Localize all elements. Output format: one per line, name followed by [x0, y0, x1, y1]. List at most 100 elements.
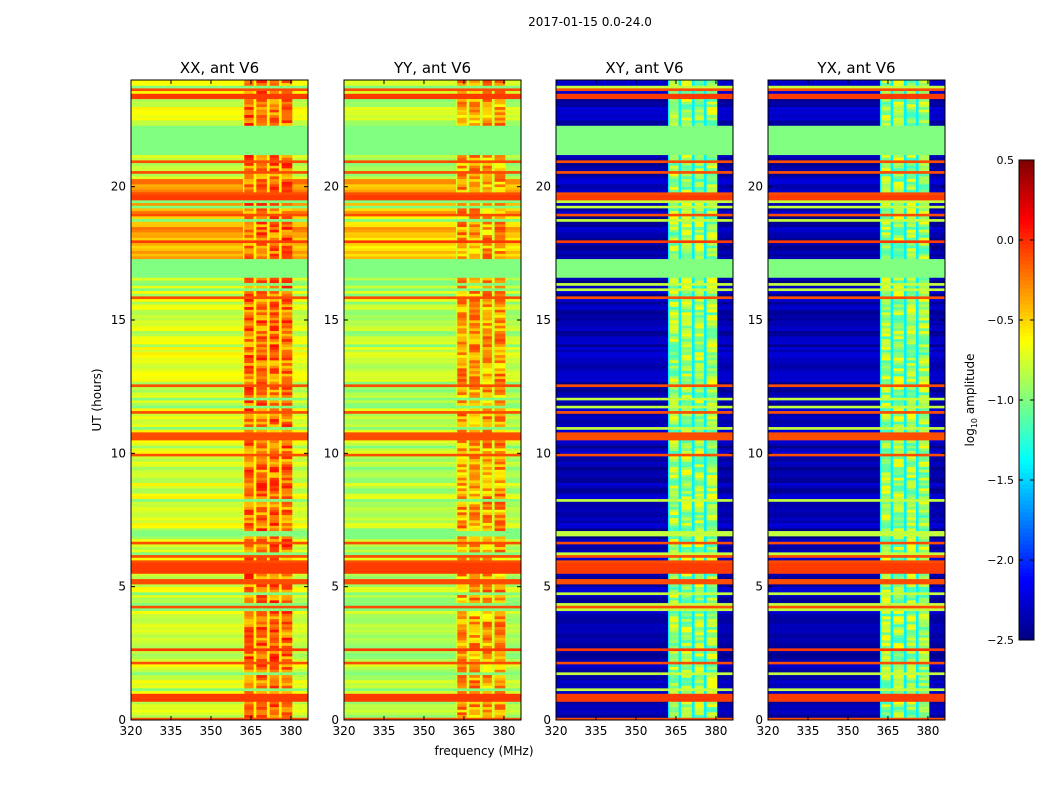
- heatmap-cell: [668, 309, 670, 313]
- heatmap-cell: [669, 325, 679, 329]
- heatmap-cell: [668, 477, 670, 481]
- heatmap-cell: [344, 253, 457, 257]
- heatmap-cell: [456, 621, 458, 625]
- heatmap-cell: [244, 621, 254, 625]
- heatmap-cell: [292, 586, 309, 590]
- heatmap-cell: [717, 442, 734, 446]
- heatmap-cell: [281, 442, 293, 446]
- heatmap-cell: [706, 517, 718, 521]
- heatmap-cell: [344, 160, 522, 164]
- heatmap-cell: [456, 237, 458, 241]
- heatmap-cell: [244, 370, 254, 374]
- heatmap-cell: [494, 114, 506, 118]
- heatmap-cell: [457, 90, 467, 94]
- heatmap-cell: [344, 320, 457, 324]
- heatmap-cell: [278, 221, 282, 225]
- heatmap-cell: [717, 333, 734, 337]
- heatmap-cell: [131, 594, 244, 598]
- heatmap-cell: [703, 669, 707, 673]
- heatmap-cell: [706, 349, 718, 353]
- heatmap-cell: [717, 613, 734, 617]
- heatmap-cell: [344, 93, 522, 97]
- heatmap-cell: [482, 538, 493, 542]
- heatmap-cell: [344, 536, 457, 540]
- heatmap-cell: [556, 461, 669, 465]
- heatmap-cell: [469, 400, 481, 404]
- heatmap-cell: [278, 242, 282, 246]
- heatmap-cell: [344, 109, 457, 113]
- heatmap-cell: [256, 664, 268, 668]
- heatmap-cell: [278, 488, 282, 492]
- heatmap-cell: [131, 626, 244, 630]
- heatmap-cell: [266, 485, 270, 489]
- heatmap-cell: [278, 701, 282, 705]
- heatmap-cell: [243, 709, 245, 713]
- heatmap-cell: [668, 293, 670, 297]
- heatmap-cell: [243, 666, 245, 670]
- heatmap-cell: [266, 389, 270, 393]
- heatmap-cell: [717, 656, 734, 660]
- heatmap-cell: [669, 714, 679, 718]
- heatmap-cell: [269, 637, 280, 641]
- heatmap-cell: [131, 642, 244, 646]
- heatmap-cell: [344, 106, 457, 110]
- heatmap-cell: [482, 626, 493, 630]
- heatmap-cell: [469, 424, 481, 428]
- heatmap-cell: [491, 429, 495, 433]
- heatmap-cell: [131, 285, 244, 289]
- heatmap-cell: [278, 338, 282, 342]
- heatmap-cell: [466, 221, 470, 225]
- heatmap-cell: [456, 544, 458, 548]
- heatmap-cell: [479, 480, 483, 484]
- heatmap-cell: [269, 373, 280, 377]
- heatmap-cell: [131, 480, 244, 484]
- heatmap-cell: [556, 602, 734, 606]
- heatmap-cell: [456, 189, 458, 193]
- heatmap-cell: [344, 202, 457, 206]
- heatmap-cell: [491, 306, 495, 310]
- heatmap-cell: [344, 149, 522, 153]
- heatmap-cell: [706, 557, 718, 561]
- heatmap-cell: [256, 376, 268, 380]
- heatmap-cell: [243, 442, 245, 446]
- heatmap-cell: [694, 594, 705, 598]
- heatmap-cell: [694, 701, 705, 705]
- heatmap: [344, 80, 522, 721]
- heatmap-cell: [292, 82, 309, 86]
- heatmap-cell: [694, 450, 705, 454]
- heatmap-cell: [292, 490, 309, 494]
- heatmap-cell: [266, 285, 270, 289]
- heatmap-cell: [691, 304, 695, 308]
- heatmap-cell: [457, 277, 467, 281]
- heatmap-cell: [694, 656, 705, 660]
- heatmap-cell: [703, 682, 707, 686]
- heatmap-cell: [491, 642, 495, 646]
- heatmap-cell: [479, 386, 483, 390]
- heatmap-cell: [505, 293, 522, 297]
- heatmap-cell: [243, 381, 245, 385]
- heatmap-cell: [457, 232, 467, 236]
- heatmap-cell: [269, 496, 280, 500]
- heatmap-cell: [281, 280, 293, 284]
- heatmap-cell: [706, 442, 718, 446]
- heatmap-cell: [269, 368, 280, 372]
- heatmap-cell: [717, 557, 734, 561]
- heatmap-cell: [479, 346, 483, 350]
- heatmap-cell: [344, 288, 522, 292]
- heatmap-cell: [678, 594, 682, 598]
- heatmap-cell: [494, 429, 506, 433]
- heatmap-cell: [556, 560, 734, 564]
- heatmap-cell: [256, 536, 268, 540]
- heatmap-cell: [706, 466, 718, 470]
- heatmap-cell: [491, 82, 495, 86]
- heatmap-cell: [717, 650, 734, 654]
- heatmap-cell: [681, 429, 693, 433]
- heatmap-cell: [678, 704, 682, 708]
- heatmap-cell: [479, 253, 483, 257]
- heatmap-cell: [706, 400, 718, 404]
- heatmap-cell: [556, 648, 734, 652]
- heatmap-cell: [456, 229, 458, 233]
- heatmap-cell: [694, 477, 705, 481]
- heatmap-cell: [244, 624, 254, 628]
- heatmap-cell: [681, 557, 693, 561]
